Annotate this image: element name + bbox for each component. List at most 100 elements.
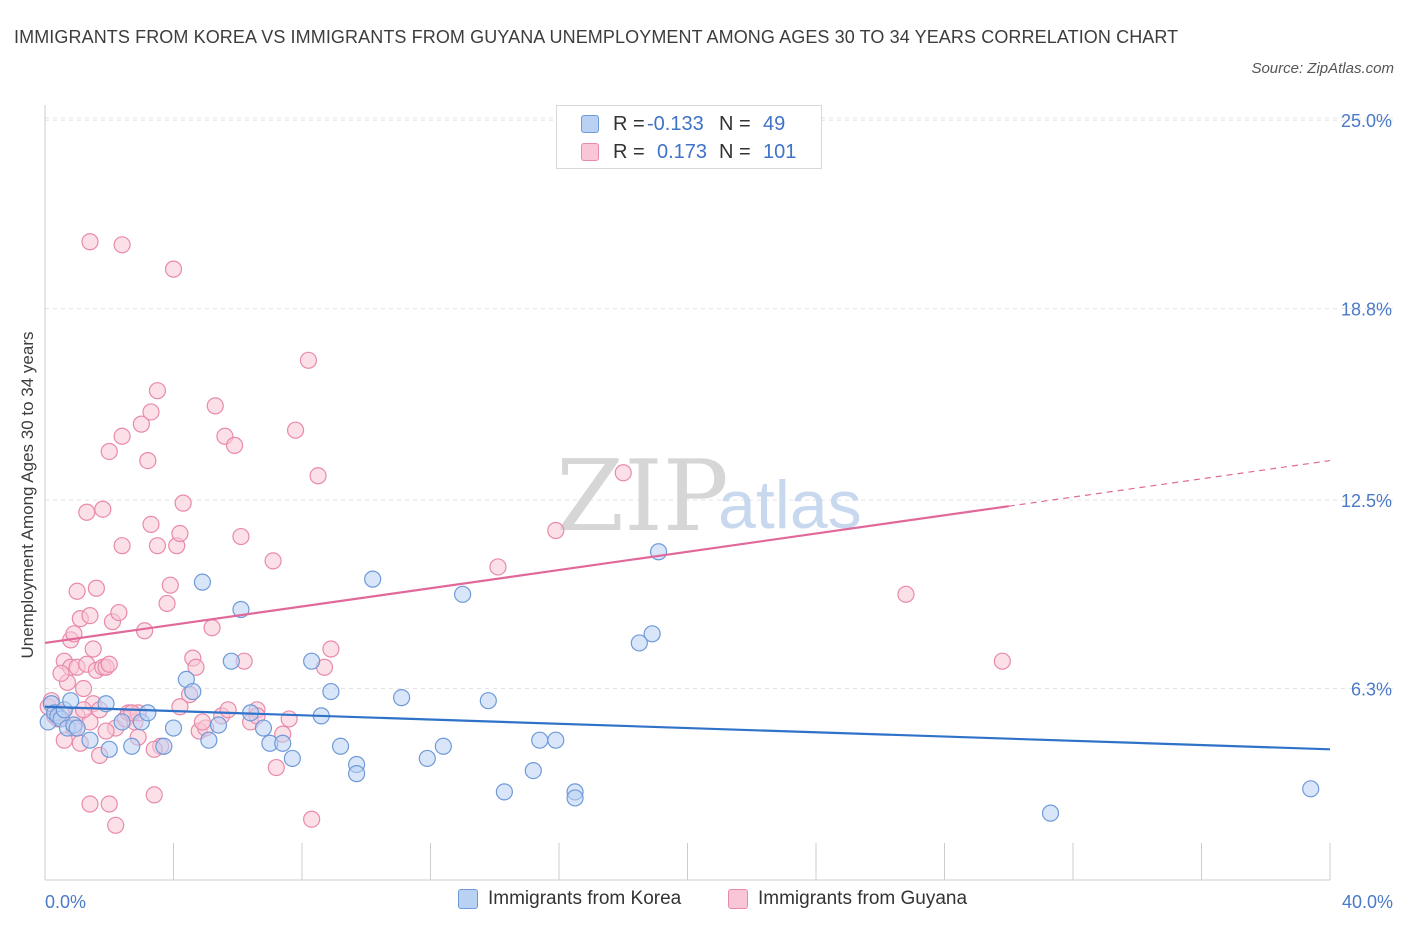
korea-point xyxy=(222,652,240,670)
guyana-point xyxy=(203,619,221,637)
guyana-point xyxy=(158,594,176,613)
korea-point xyxy=(392,689,411,707)
legend-r-label: R = xyxy=(613,112,645,135)
guyana-point xyxy=(322,640,340,658)
guyana-point xyxy=(286,421,305,439)
guyana-point xyxy=(225,436,244,454)
korea-point xyxy=(303,652,321,670)
guyana-point xyxy=(174,494,192,512)
guyana-points xyxy=(39,233,1011,834)
watermark: ZIP atlas xyxy=(556,440,862,554)
guyana-legend-label: Immigrants from Guyana xyxy=(758,888,968,909)
korea-point xyxy=(454,585,472,603)
korea-point xyxy=(364,570,382,588)
guyana-point xyxy=(74,701,93,719)
guyana-point xyxy=(148,382,167,400)
bottom-legend-guyana: Immigrants from Guyana xyxy=(728,888,967,910)
guyana-point xyxy=(993,652,1011,670)
legend-n-value: 101 xyxy=(763,140,797,163)
guyana-point xyxy=(68,582,86,600)
x-tick-label: 0.0% xyxy=(45,892,86,912)
guyana-point xyxy=(232,527,250,546)
guyana-point xyxy=(489,558,507,576)
guyana-point xyxy=(84,640,102,658)
korea-point xyxy=(531,731,549,749)
guyana-point xyxy=(267,758,285,777)
guyana-point xyxy=(100,442,118,461)
guyana-point xyxy=(87,579,106,597)
y-tick-label: 6.3% xyxy=(1351,680,1392,700)
grid-lines xyxy=(45,117,1395,690)
guyana-point xyxy=(148,537,167,555)
guyana-point xyxy=(94,500,112,518)
y-tick-label: 12.5% xyxy=(1341,491,1392,511)
trend-lines xyxy=(44,459,1331,751)
guyana-point xyxy=(299,351,318,369)
guyana-point xyxy=(303,810,321,828)
x-tick-label: 40.0% xyxy=(1342,892,1393,912)
guyana-point xyxy=(100,795,118,813)
korea-trend-line xyxy=(44,705,1331,751)
guyana-point xyxy=(547,521,565,540)
guyana-point xyxy=(897,585,915,603)
guyana-legend-swatch xyxy=(728,889,748,909)
korea-point xyxy=(1041,804,1060,822)
korea-legend-swatch xyxy=(458,889,478,909)
korea-point xyxy=(331,737,350,755)
watermark-atlas: atlas xyxy=(718,467,862,543)
korea-point xyxy=(322,682,340,701)
korea-point xyxy=(164,719,183,737)
korea-point xyxy=(100,740,118,758)
guyana-point xyxy=(110,603,128,622)
guyana-point xyxy=(264,552,282,570)
korea-point xyxy=(1302,780,1320,798)
korea-point xyxy=(123,737,141,755)
korea-point xyxy=(209,716,228,734)
chart-title: IMMIGRANTS FROM KOREA VS IMMIGRANTS FROM… xyxy=(14,27,1179,47)
guyana-point xyxy=(135,622,154,640)
korea-point xyxy=(254,719,273,737)
guyana-trend-line xyxy=(44,505,1009,645)
source-label: Source: ZipAtlas.com xyxy=(1251,60,1394,77)
korea-point xyxy=(348,765,366,783)
korea-point xyxy=(184,682,202,701)
guyana-point xyxy=(113,537,131,555)
legend-n-label: N = xyxy=(719,112,751,135)
korea-legend-label: Immigrants from Korea xyxy=(488,888,682,909)
guyana-point xyxy=(161,576,179,594)
guyana-point xyxy=(145,786,163,804)
guyana-point xyxy=(142,403,160,421)
korea-point xyxy=(566,789,584,807)
korea-point xyxy=(68,719,86,737)
korea-point xyxy=(139,704,157,722)
guyana-point xyxy=(614,464,632,482)
legend-r-value: -0.133 xyxy=(647,112,704,135)
legend-r-label: R = xyxy=(613,140,645,163)
guyana-point xyxy=(132,415,150,433)
guyana-point xyxy=(113,427,131,445)
korea-point xyxy=(200,731,218,749)
guyana-point xyxy=(309,467,327,485)
korea-point xyxy=(630,634,648,652)
korea-point xyxy=(274,734,292,752)
korea-point xyxy=(524,761,542,780)
korea-point xyxy=(81,731,99,749)
legend-n-label: N = xyxy=(719,140,751,163)
y-axis-label: Unemployment Among Ages 30 to 34 years xyxy=(18,332,37,659)
korea-point xyxy=(113,713,131,731)
guyana-point xyxy=(74,679,93,698)
guyana-point xyxy=(81,233,99,251)
y-tick-label: 25.0% xyxy=(1341,111,1392,131)
axes xyxy=(44,105,1331,881)
legend-r-value: 0.173 xyxy=(657,140,708,163)
korea-point xyxy=(495,783,513,801)
guyana-point xyxy=(52,664,70,682)
guyana-point xyxy=(113,236,131,254)
guyana-point xyxy=(171,524,189,543)
legend-row-korea: R = -0.133 N = 49 xyxy=(581,110,785,138)
guyana-trend-extension xyxy=(1008,459,1331,507)
guyana-point xyxy=(78,503,96,521)
korea-point xyxy=(434,737,452,755)
guyana-swatch xyxy=(581,143,599,161)
